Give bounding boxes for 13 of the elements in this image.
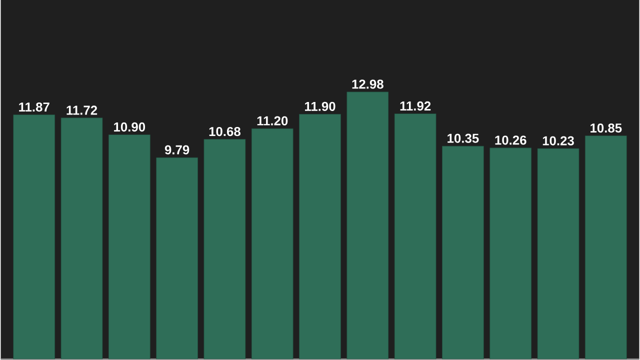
data-label: 11.87 bbox=[19, 102, 50, 112]
data-label: 11.92 bbox=[400, 101, 431, 111]
data-label: 10.35 bbox=[448, 134, 479, 143]
data-label: 9.79 bbox=[164, 145, 190, 154]
data-label: 10.85 bbox=[590, 123, 622, 133]
data-label: 11.72 bbox=[66, 106, 98, 115]
data-label: 12.98 bbox=[352, 80, 384, 89]
data-label: 11.90 bbox=[305, 102, 336, 112]
data-label: 10.23 bbox=[542, 136, 574, 146]
data-label: 11.20 bbox=[257, 116, 288, 126]
data-label: 10.68 bbox=[209, 126, 240, 136]
data-label: 10.26 bbox=[495, 136, 526, 145]
data-label: 10.90 bbox=[114, 122, 146, 132]
